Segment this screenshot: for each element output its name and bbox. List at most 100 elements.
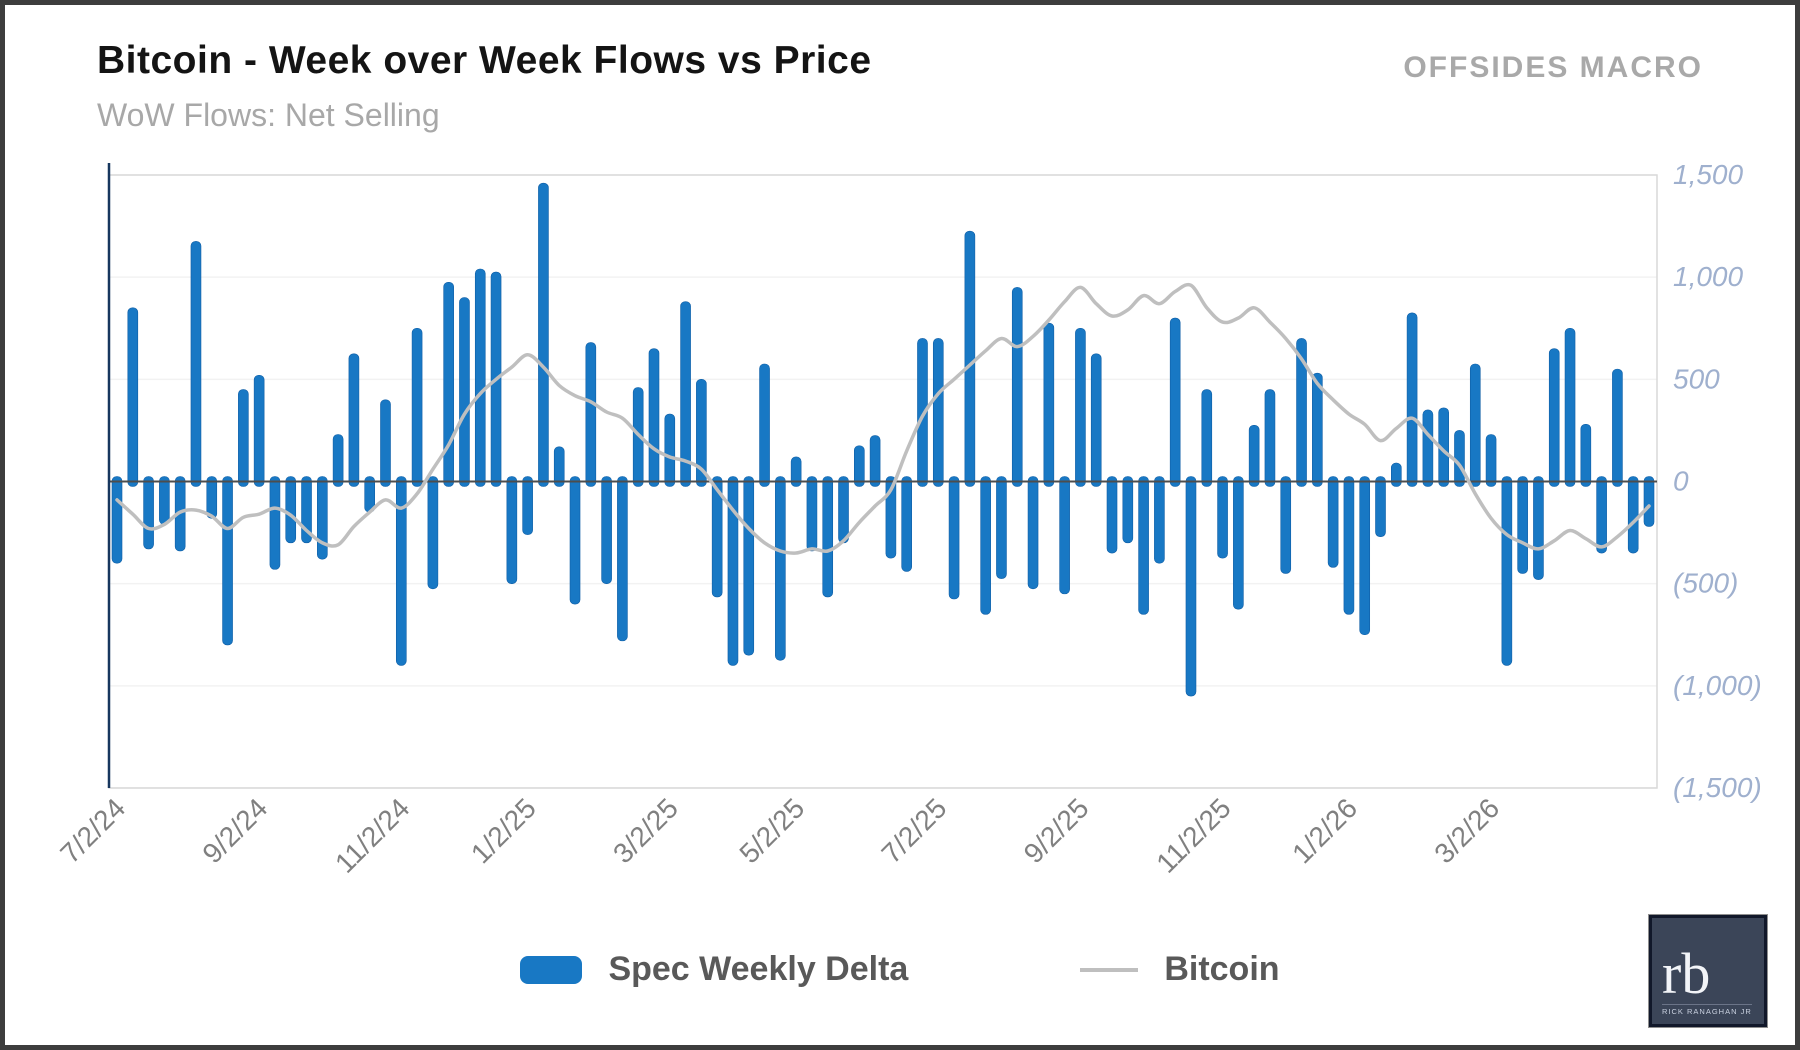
bar <box>1390 462 1402 487</box>
bar <box>790 456 802 487</box>
bar <box>932 338 944 487</box>
bar <box>617 476 628 642</box>
bar <box>1264 389 1276 487</box>
x-axis-tick-label: 1/2/25 <box>465 792 542 869</box>
bar <box>1090 353 1102 487</box>
bar <box>1485 434 1497 487</box>
bar <box>727 476 739 666</box>
page-title: Bitcoin - Week over Week Flows vs Price <box>97 39 872 82</box>
bar <box>1533 476 1544 580</box>
bar <box>885 476 897 559</box>
bar <box>190 241 202 487</box>
bar <box>269 476 281 570</box>
bar <box>1548 348 1560 487</box>
bar <box>380 399 391 487</box>
bar <box>980 476 991 615</box>
y-axis-tick-label: 500 <box>1673 363 1720 394</box>
bar <box>680 301 691 487</box>
bar <box>996 476 1007 579</box>
logo-caption: Rick Ranaghan Jr <box>1662 1004 1752 1016</box>
bar <box>1469 363 1481 487</box>
bar <box>1422 409 1434 487</box>
bar <box>806 476 818 552</box>
bar <box>917 338 928 487</box>
y-axis-tick-label: (500) <box>1673 568 1738 599</box>
bar <box>838 476 849 544</box>
bar <box>601 476 612 584</box>
bar <box>964 230 976 487</box>
chart-area: 1,500 1,000 500 0 (500) (1,000) (1,500) 7/2/24 9… <box>5 145 1795 945</box>
bar <box>1201 389 1213 487</box>
bar <box>206 476 218 519</box>
chart-subtitle: WoW Flows: Net Selling <box>97 97 440 133</box>
bar <box>1375 476 1386 537</box>
bar <box>1454 430 1465 487</box>
bar <box>1248 425 1260 487</box>
bar <box>222 476 233 646</box>
bar <box>664 413 676 487</box>
x-axis-tick-label: 5/2/25 <box>733 792 810 869</box>
bar <box>1296 338 1307 487</box>
x-axis-tick-label: 9/2/24 <box>196 792 273 869</box>
bar <box>869 435 881 487</box>
bar-series <box>111 182 1655 697</box>
bar <box>317 476 328 560</box>
line-series-swatch-icon <box>1080 967 1139 972</box>
bar <box>332 434 344 487</box>
bar <box>1312 372 1323 487</box>
price-line <box>115 282 1651 555</box>
chart-legend: Spec Weekly Delta Bitcoin <box>5 950 1795 989</box>
line-series-label: Bitcoin <box>1164 950 1280 988</box>
bar <box>1343 476 1355 615</box>
bar <box>648 348 660 487</box>
bar-series-label: Spec Weekly Delta <box>608 950 909 988</box>
rb-logo: rb Rick Ranaghan Jr <box>1648 914 1768 1028</box>
bar <box>585 342 597 487</box>
chart-header: Bitcoin - Week over Week Flows vs Price … <box>97 39 1703 134</box>
bar <box>1059 476 1070 595</box>
bar <box>569 476 581 605</box>
logo-monogram: rb <box>1662 940 1711 1006</box>
bar <box>696 379 707 487</box>
bar <box>1280 476 1292 574</box>
x-axis-tick-label: 11/2/25 <box>1150 792 1237 879</box>
bar <box>143 476 154 550</box>
bar <box>1517 476 1528 574</box>
bar <box>395 476 407 666</box>
bar <box>1359 476 1371 636</box>
bar <box>1596 476 1607 554</box>
bar <box>1643 476 1655 527</box>
bar <box>506 476 518 584</box>
bar <box>238 389 249 487</box>
bar <box>1027 476 1039 590</box>
bar <box>1406 312 1418 487</box>
bar <box>159 476 170 525</box>
bar <box>459 297 470 487</box>
bar <box>285 476 297 544</box>
y-axis-tick-label: 0 <box>1673 466 1689 497</box>
bar <box>1011 287 1023 487</box>
y-axis-tick-label: (1,000) <box>1673 670 1762 701</box>
bar <box>1043 322 1055 487</box>
bar <box>1106 476 1118 554</box>
bar <box>348 353 360 487</box>
bar <box>411 327 423 487</box>
x-axis-tick-label: 3/2/26 <box>1428 792 1505 869</box>
bar <box>443 281 454 487</box>
bar <box>1138 476 1149 615</box>
bar <box>711 476 723 598</box>
x-axis-tick-label: 9/2/25 <box>1018 792 1095 869</box>
bar <box>1564 327 1576 487</box>
brand-label: OFFSIDES MACRO <box>1403 51 1703 84</box>
x-axis-tick-label: 7/2/25 <box>876 792 953 869</box>
bar <box>1122 476 1134 544</box>
bar <box>1217 476 1228 559</box>
bar <box>775 476 786 661</box>
bar <box>522 476 533 535</box>
x-axis-tick-label: 11/2/24 <box>329 792 416 879</box>
bar <box>1154 476 1165 564</box>
bar <box>1501 476 1513 666</box>
bar <box>553 446 565 487</box>
bar <box>111 476 123 564</box>
